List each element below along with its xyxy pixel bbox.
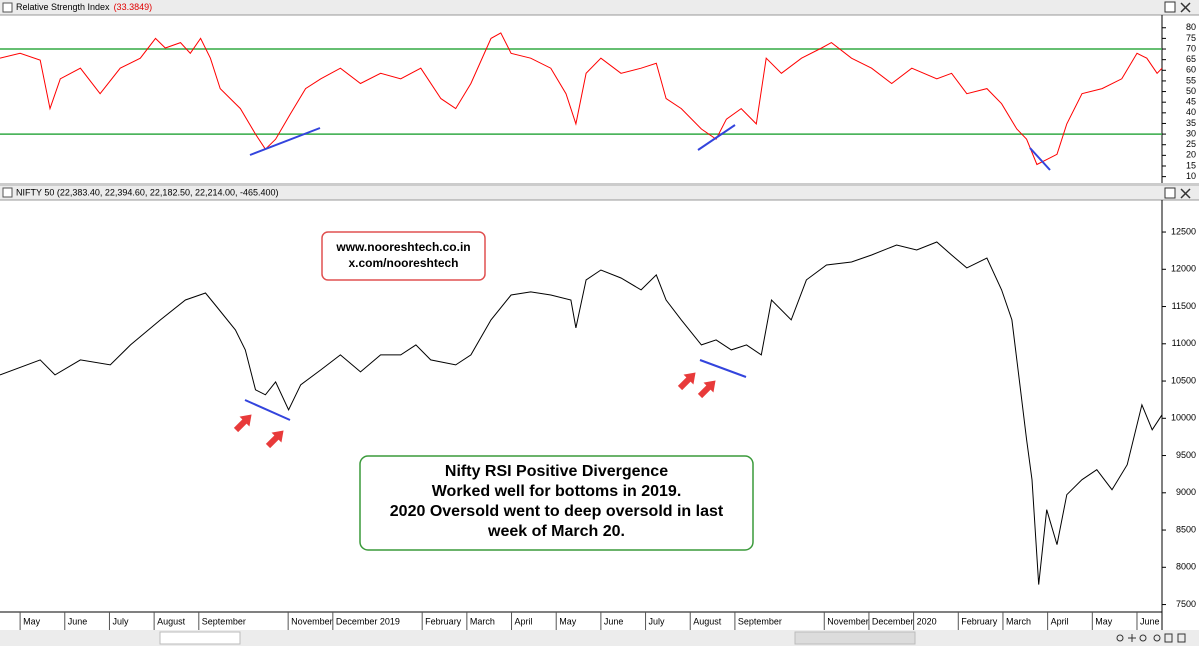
- x-tick-label: November: [291, 616, 333, 626]
- x-tick-label: July: [649, 616, 666, 626]
- y-tick-label: 12500: [1171, 226, 1196, 236]
- y-tick-label: 35: [1186, 118, 1196, 128]
- x-tick-label: August: [693, 616, 722, 626]
- x-tick-label: February: [961, 616, 998, 626]
- y-tick-label: 20: [1186, 150, 1196, 160]
- maximize-button[interactable]: [1164, 1, 1176, 13]
- note-text: 2020 Oversold went to deep oversold in l…: [390, 503, 724, 520]
- x-tick-label: April: [515, 616, 533, 626]
- x-tick-label: 2020: [917, 616, 937, 626]
- rsi-title: Relative Strength Index: [16, 2, 110, 12]
- rsi-last-value: (33.3849): [114, 2, 153, 12]
- x-tick-label: November: [827, 616, 869, 626]
- y-tick-label: 11000: [1172, 338, 1196, 348]
- x-tick-label: September: [738, 616, 782, 626]
- price-header: [0, 186, 1199, 200]
- y-tick-label: 75: [1186, 33, 1196, 43]
- y-tick-label: 9000: [1176, 487, 1196, 497]
- scroll-thumb[interactable]: [794, 631, 916, 645]
- y-tick-label: 9500: [1176, 450, 1196, 460]
- y-tick-label: 60: [1186, 65, 1196, 75]
- x-tick-label: March: [470, 616, 495, 626]
- x-tick-label: June: [604, 616, 624, 626]
- scroll-box[interactable]: [159, 631, 241, 645]
- panel-icon: [2, 2, 13, 13]
- y-tick-label: 10500: [1171, 375, 1196, 385]
- x-tick-label: August: [157, 616, 186, 626]
- price-title: NIFTY 50 (22,383.40, 22,394.60, 22,182.5…: [16, 187, 279, 197]
- y-tick-label: 30: [1186, 128, 1196, 138]
- watermark-box: [321, 231, 486, 281]
- y-tick-label: 45: [1186, 97, 1196, 107]
- y-tick-label: 7500: [1176, 599, 1196, 609]
- y-tick-label: 50: [1186, 86, 1196, 96]
- toolbar-icons[interactable]: [1116, 633, 1186, 643]
- y-tick-label: 15: [1186, 160, 1196, 170]
- x-tick-label: March: [1006, 616, 1031, 626]
- y-tick-label: 8000: [1176, 562, 1196, 572]
- panel-icon: [2, 187, 13, 198]
- x-tick-label: May: [1095, 616, 1113, 626]
- x-tick-label: September: [202, 616, 246, 626]
- y-tick-label: 65: [1186, 54, 1196, 64]
- x-tick-label: December: [872, 616, 914, 626]
- y-tick-label: 10000: [1171, 413, 1196, 423]
- note-text: Nifty RSI Positive Divergence: [445, 463, 668, 480]
- x-tick-label: May: [559, 616, 577, 626]
- x-tick-label: December 2019: [336, 616, 400, 626]
- y-tick-label: 55: [1186, 75, 1196, 85]
- y-tick-label: 70: [1186, 43, 1196, 53]
- y-tick-label: 40: [1186, 107, 1196, 117]
- series-line: [0, 32, 1163, 166]
- x-tick-label: June: [68, 616, 88, 626]
- watermark-text: www.nooreshtech.co.in: [335, 240, 470, 254]
- note-text: Worked well for bottoms in 2019.: [432, 483, 682, 500]
- y-tick-label: 12000: [1171, 264, 1196, 274]
- x-tick-label: June: [1140, 616, 1160, 626]
- note-text: week of March 20.: [487, 523, 625, 540]
- maximize-button[interactable]: [1164, 187, 1176, 199]
- x-tick-label: April: [1051, 616, 1069, 626]
- watermark-text: x.com/nooreshtech: [348, 256, 458, 270]
- rsi-header: [0, 0, 1199, 15]
- x-tick-label: July: [112, 616, 129, 626]
- x-tick-label: February: [425, 616, 462, 626]
- y-tick-label: 80: [1186, 22, 1196, 32]
- x-tick-label: May: [23, 616, 41, 626]
- series-line: [0, 241, 1163, 585]
- y-tick-label: 10: [1186, 171, 1196, 181]
- y-tick-label: 8500: [1176, 524, 1196, 534]
- note-box: [359, 455, 754, 551]
- trend-lines: [244, 124, 1051, 421]
- arrows: [233, 372, 716, 449]
- y-tick-label: 25: [1186, 139, 1196, 149]
- close-button[interactable]: [1180, 2, 1191, 13]
- close-button[interactable]: [1180, 188, 1191, 199]
- y-tick-label: 11500: [1172, 301, 1196, 311]
- splitter: [0, 183, 1199, 186]
